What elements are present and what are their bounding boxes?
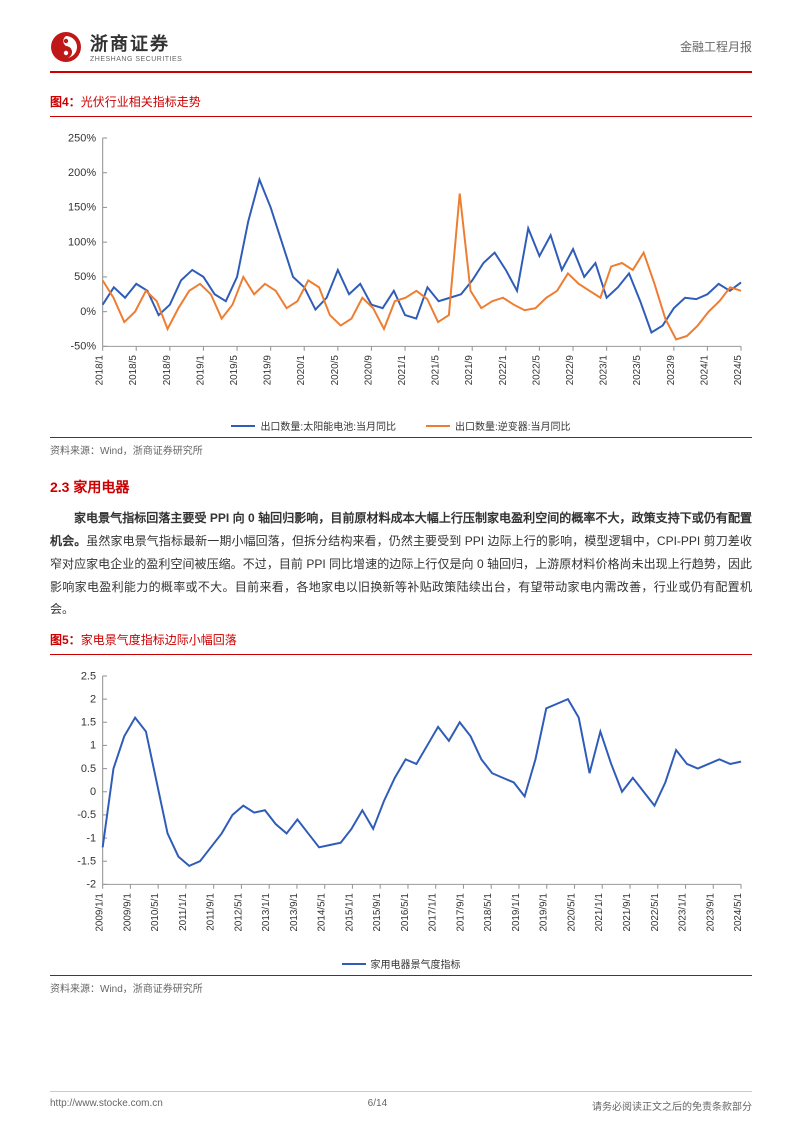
svg-text:2017/1/1: 2017/1/1 (428, 893, 439, 931)
fig4-title: 图4：光伏行业相关指标走势 (50, 93, 752, 110)
svg-text:150%: 150% (68, 202, 96, 214)
svg-text:2021/9: 2021/9 (464, 355, 475, 386)
svg-text:2019/1: 2019/1 (195, 355, 206, 385)
svg-text:0%: 0% (80, 306, 96, 318)
company-name-cn: 浙商证券 (90, 30, 182, 56)
svg-text:2021/1/1: 2021/1/1 (594, 893, 605, 931)
logo: 浙商证券 ZHESHANG SECURITIES (50, 30, 182, 63)
page-footer: http://www.stocke.com.cn 6/14 请务必阅读正文之后的… (50, 1091, 752, 1113)
svg-text:2.5: 2.5 (81, 670, 96, 682)
svg-text:2024/5/1: 2024/5/1 (733, 893, 744, 931)
svg-text:2016/5/1: 2016/5/1 (400, 893, 411, 931)
svg-text:100%: 100% (68, 236, 96, 248)
svg-text:2018/5/1: 2018/5/1 (483, 893, 494, 931)
svg-text:2010/5/1: 2010/5/1 (150, 893, 161, 931)
svg-text:2023/5: 2023/5 (632, 355, 643, 386)
svg-text:2009/1/1: 2009/1/1 (95, 893, 106, 931)
fig4-svg: -50% 0% 50% 100% 150% 200% 250% 2018/1 2018/5 201… (50, 127, 752, 412)
svg-text:2021/5: 2021/5 (431, 355, 442, 386)
page-header: 浙商证券 ZHESHANG SECURITIES 金融工程月报 (50, 30, 752, 73)
svg-text:-50%: -50% (70, 341, 96, 353)
company-logo-icon (50, 31, 82, 63)
svg-text:2021/9/1: 2021/9/1 (622, 893, 633, 931)
svg-text:2023/1/1: 2023/1/1 (678, 893, 689, 931)
svg-text:0.5: 0.5 (81, 763, 96, 775)
svg-text:2019/5: 2019/5 (229, 355, 240, 386)
svg-text:-1.5: -1.5 (77, 856, 96, 868)
svg-text:1.5: 1.5 (81, 717, 96, 729)
fig5-svg: -2 -1.5 -1 -0.5 0 0.5 1 1.5 2 2.5 2009/1/1 2009/9/1… (50, 665, 752, 950)
fig5-chart: -2 -1.5 -1 -0.5 0 0.5 1 1.5 2 2.5 2009/1/1 2009/9/1… (50, 654, 752, 975)
svg-text:2014/5/1: 2014/5/1 (317, 893, 328, 931)
svg-text:2011/1/1: 2011/1/1 (178, 893, 189, 931)
fig5-title: 图5：家电景气度指标边际小幅回落 (50, 631, 752, 648)
svg-text:2022/9: 2022/9 (565, 355, 576, 386)
svg-text:-1: -1 (86, 833, 96, 845)
svg-text:2019/1/1: 2019/1/1 (511, 893, 522, 931)
section-2-3-head: 2.3 家用电器 (50, 477, 752, 497)
svg-text:1: 1 (90, 740, 96, 752)
svg-text:2018/5: 2018/5 (128, 355, 139, 386)
svg-text:0: 0 (90, 786, 96, 798)
svg-text:2022/1: 2022/1 (498, 355, 509, 385)
svg-text:2022/5/1: 2022/5/1 (650, 893, 661, 931)
svg-text:2013/9/1: 2013/9/1 (289, 893, 300, 931)
svg-text:2021/1: 2021/1 (397, 355, 408, 385)
svg-text:2024/1: 2024/1 (699, 355, 710, 385)
svg-text:2019/9: 2019/9 (263, 355, 274, 386)
svg-text:2022/5: 2022/5 (531, 355, 542, 386)
svg-text:2020/9: 2020/9 (363, 355, 374, 386)
svg-text:2018/1: 2018/1 (95, 355, 106, 385)
footer-page: 6/14 (368, 1098, 387, 1113)
fig4-source: 资料来源：Wind，浙商证券研究所 (50, 437, 752, 457)
fig5-legend: 家用电器景气度指标 (50, 956, 752, 971)
svg-text:2019/9/1: 2019/9/1 (539, 893, 550, 931)
svg-text:2023/9: 2023/9 (666, 355, 677, 386)
svg-text:2018/9: 2018/9 (162, 355, 173, 386)
footer-disclaimer: 请务必阅读正文之后的免责条款部分 (592, 1098, 752, 1113)
fig5-source: 资料来源：Wind，浙商证券研究所 (50, 975, 752, 995)
svg-text:250%: 250% (68, 132, 96, 144)
svg-text:200%: 200% (68, 167, 96, 179)
svg-text:2020/5: 2020/5 (330, 355, 341, 386)
svg-text:2015/9/1: 2015/9/1 (372, 893, 383, 931)
svg-text:2023/9/1: 2023/9/1 (705, 893, 716, 931)
doc-type: 金融工程月报 (680, 38, 752, 55)
svg-text:2011/9/1: 2011/9/1 (206, 893, 217, 931)
svg-text:50%: 50% (74, 271, 96, 283)
svg-text:2015/1/1: 2015/1/1 (344, 893, 355, 931)
svg-text:2013/1/1: 2013/1/1 (261, 893, 272, 931)
svg-text:2020/1: 2020/1 (296, 355, 307, 385)
fig4-legend: 出口数量:太阳能电池:当月同比 出口数量:逆变器:当月同比 (50, 418, 752, 433)
svg-text:2024/5: 2024/5 (733, 355, 744, 386)
svg-text:2020/5/1: 2020/5/1 (566, 893, 577, 931)
footer-url: http://www.stocke.com.cn (50, 1098, 163, 1113)
svg-text:2023/1: 2023/1 (599, 355, 610, 385)
svg-text:2012/5/1: 2012/5/1 (233, 893, 244, 931)
svg-text:-2: -2 (86, 879, 96, 891)
svg-text:2017/9/1: 2017/9/1 (455, 893, 466, 931)
fig4-chart: -50% 0% 50% 100% 150% 200% 250% 2018/1 2018/5 201… (50, 116, 752, 437)
svg-text:-0.5: -0.5 (77, 809, 96, 821)
section-2-3-body: 家电景气指标回落主要受 PPI 向 0 轴回归影响，目前原材料成本大幅上行压制家… (50, 507, 752, 621)
svg-text:2: 2 (90, 694, 96, 706)
company-name-en: ZHESHANG SECURITIES (90, 56, 182, 63)
svg-text:2009/9/1: 2009/9/1 (122, 893, 133, 931)
